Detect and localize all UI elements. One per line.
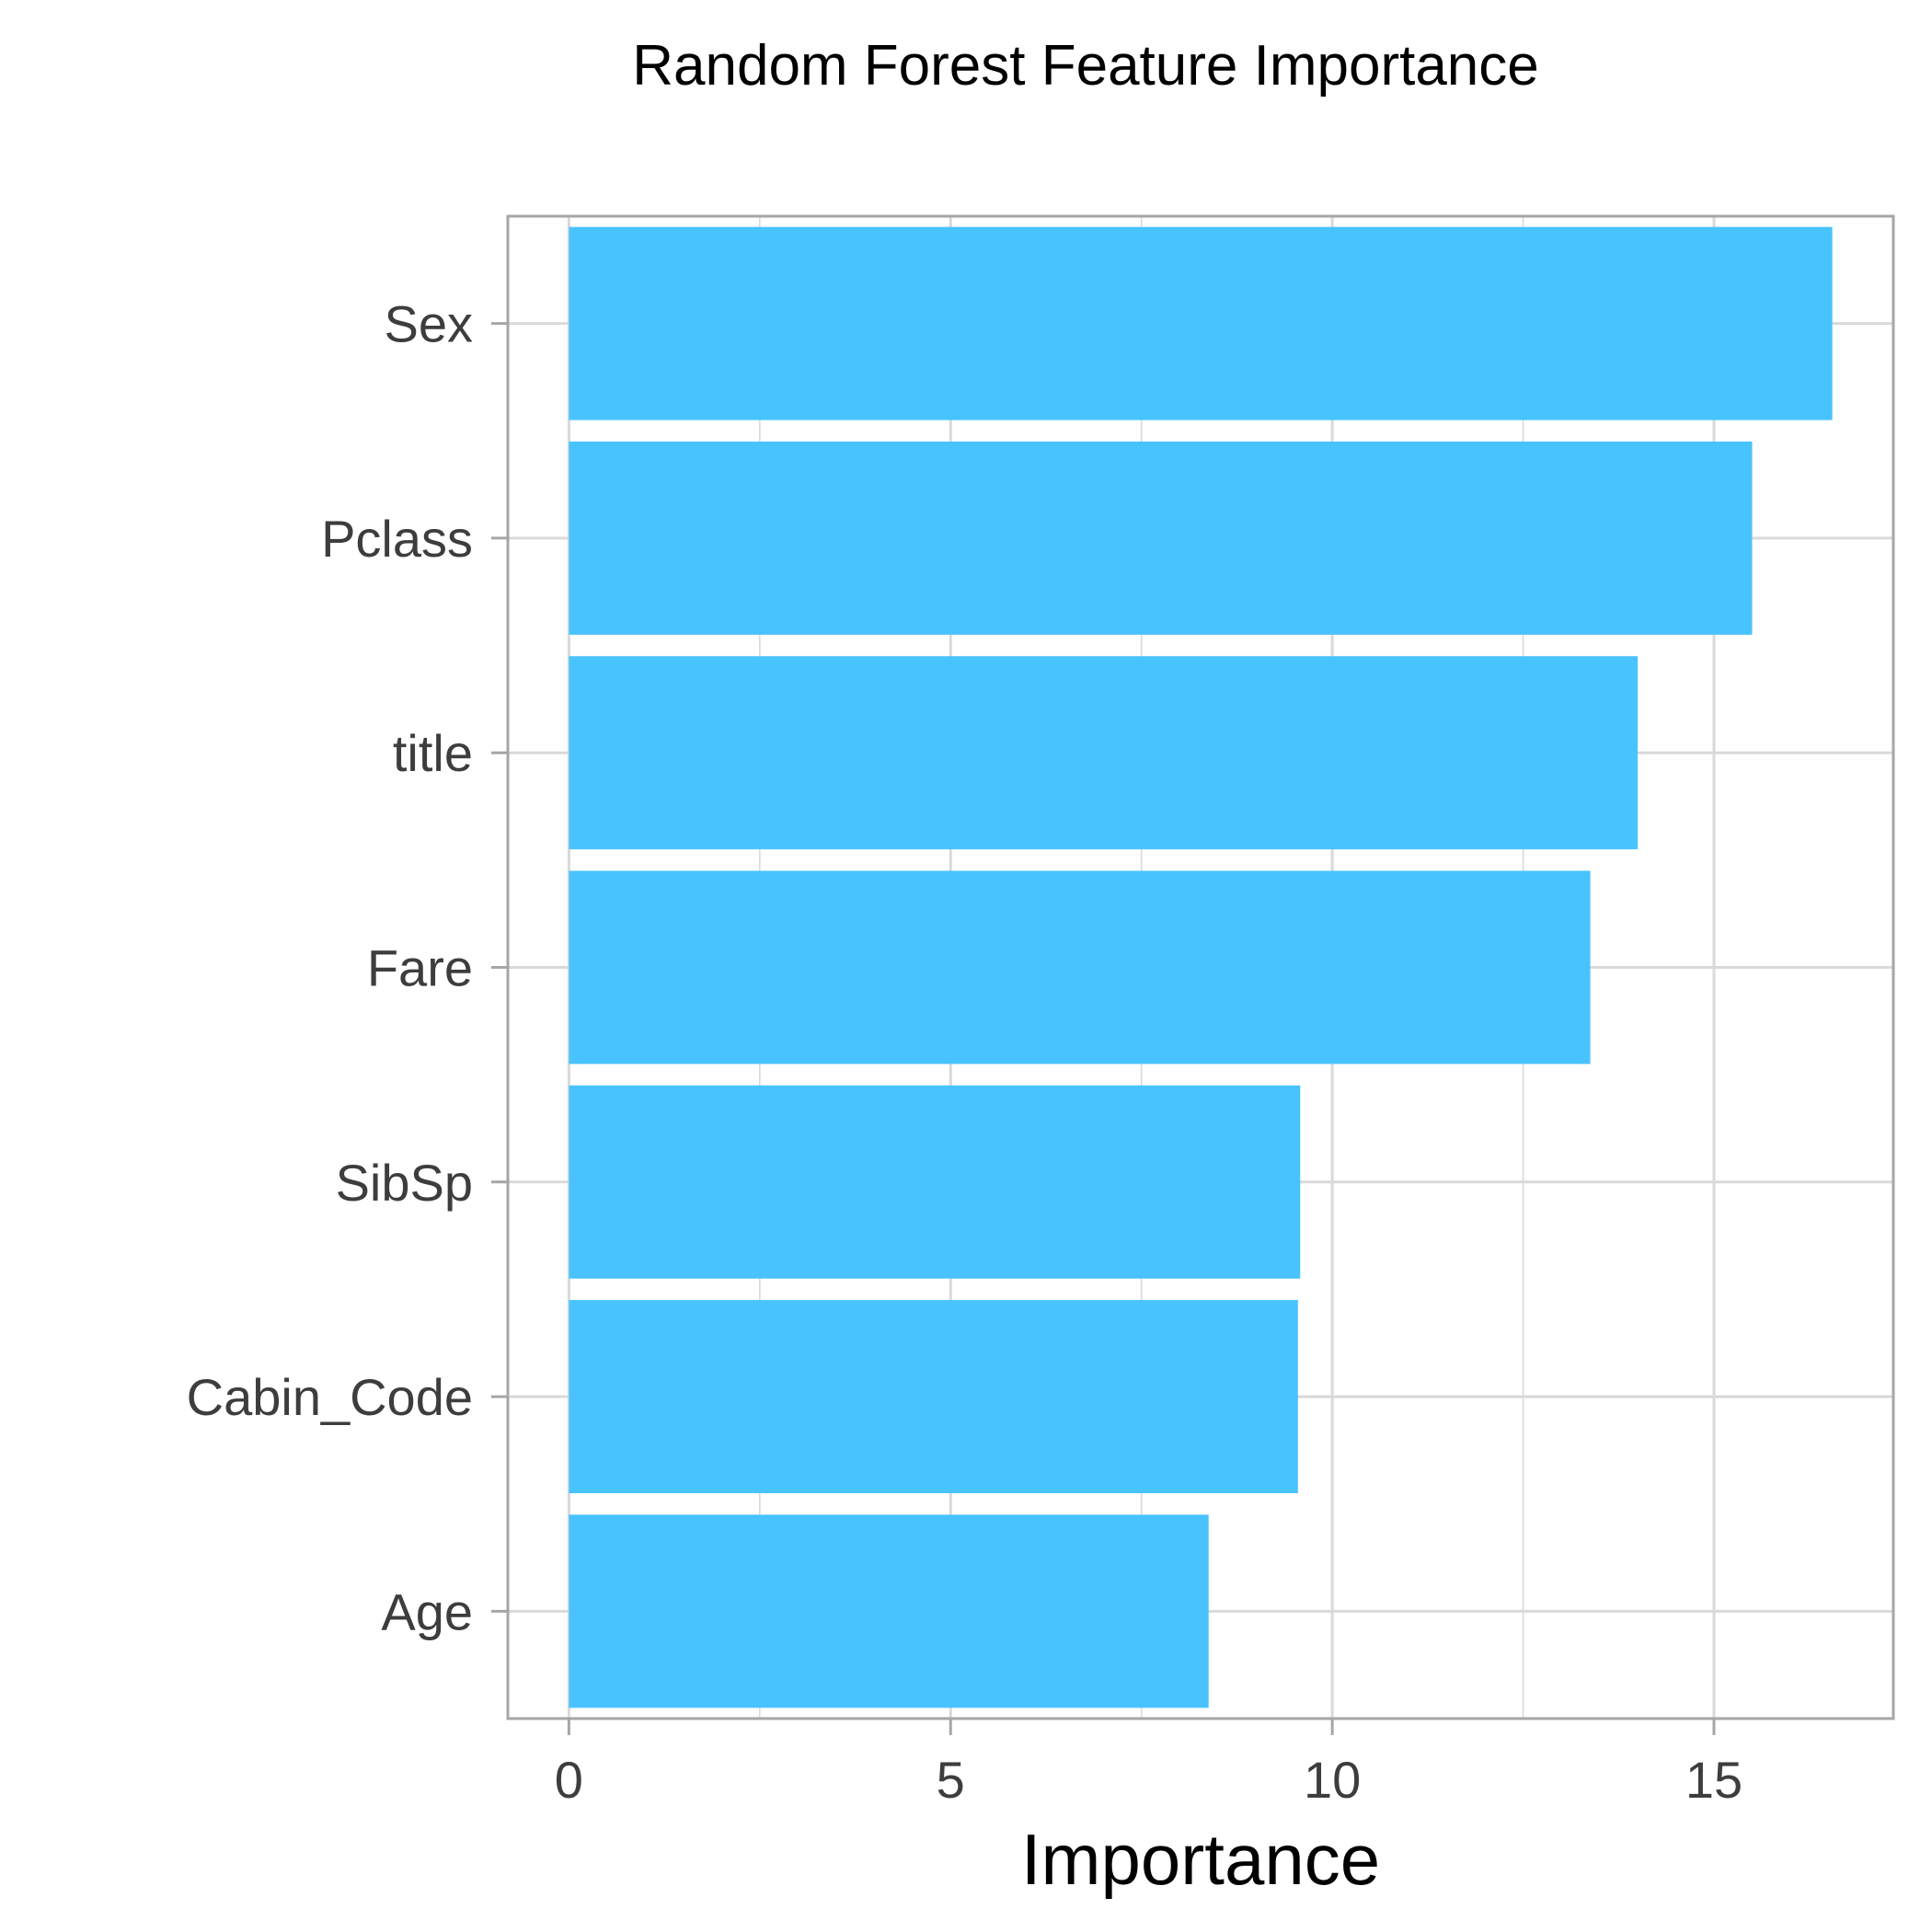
x-tick-label: 15 bbox=[1685, 1751, 1742, 1809]
bars bbox=[569, 226, 1833, 1708]
x-axis-title: Importance bbox=[1021, 1819, 1380, 1900]
bar-sibsp bbox=[569, 1085, 1301, 1279]
chart-title: Random Forest Feature Importance bbox=[632, 34, 1539, 98]
x-tick-label: 10 bbox=[1304, 1751, 1361, 1809]
bar-sex bbox=[569, 226, 1833, 420]
x-tick-label: 5 bbox=[937, 1751, 965, 1809]
y-tick-label: title bbox=[393, 724, 473, 782]
y-tick-label: Fare bbox=[367, 939, 473, 997]
bar-fare bbox=[569, 870, 1591, 1064]
bar-pclass bbox=[569, 441, 1753, 635]
bar-title bbox=[569, 656, 1639, 850]
bar-age bbox=[569, 1514, 1209, 1708]
y-tick-label: SibSp bbox=[336, 1154, 473, 1212]
bar-cabin-code bbox=[569, 1300, 1298, 1494]
ticks: Sex Pclass title Fare SibSp Cabin_Code Age 0 5 10… bbox=[187, 295, 1743, 1809]
y-tick-label: Sex bbox=[385, 295, 474, 353]
x-tick-label: 0 bbox=[555, 1751, 583, 1809]
y-tick-label: Age bbox=[381, 1582, 473, 1640]
y-tick-label: Pclass bbox=[321, 510, 473, 568]
y-tick-label: Cabin_Code bbox=[187, 1368, 473, 1426]
